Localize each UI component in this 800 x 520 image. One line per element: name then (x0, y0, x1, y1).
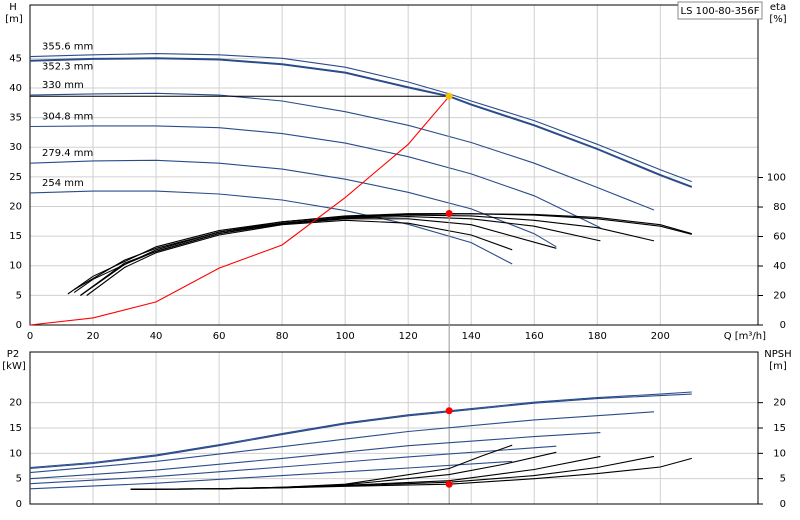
chart-title: LS 100-80-356F (681, 6, 760, 17)
y-tick-label: 15 (9, 231, 22, 242)
y-tick-label: 15 (9, 423, 22, 434)
curve (29, 53, 692, 183)
x-tick-label: 60 (213, 331, 226, 342)
y-tick-label: 25 (9, 172, 22, 183)
y2-tick-label: 15 (773, 423, 786, 434)
series-label: 304.8 mm (42, 111, 93, 122)
y-tick-label: 10 (9, 448, 22, 459)
curve (86, 219, 513, 296)
y2-tick-label: 40 (773, 261, 786, 272)
y2-tick-label: 20 (773, 398, 786, 409)
curve (29, 445, 557, 485)
y-tick-label: 0 (16, 499, 22, 510)
y-tick-label: 20 (9, 398, 22, 409)
y-tick-label: 20 (9, 201, 22, 212)
y2-axis-unit: [%] (769, 14, 786, 25)
curve (29, 190, 513, 265)
curve (29, 95, 450, 326)
y2-tick-label: 100 (767, 173, 786, 184)
curve (29, 393, 692, 470)
plot-frame (29, 4, 759, 326)
x-tick-label: 20 (87, 331, 100, 342)
series-label: 330 mm (42, 80, 84, 91)
y-tick-label: 5 (16, 290, 22, 301)
y-tick-label: 45 (9, 53, 22, 64)
series-label: 352.3 mm (42, 62, 93, 73)
x-tick-label: 80 (276, 331, 289, 342)
y-axis-label: H (9, 2, 17, 13)
curve (130, 444, 513, 490)
y-tick-label: 5 (16, 474, 22, 485)
y2-tick-label: 0 (780, 499, 786, 510)
y2-tick-label: 80 (773, 202, 786, 213)
x-axis-label: Q [m³/h] (724, 331, 766, 342)
curve (29, 125, 601, 229)
marker (445, 480, 453, 488)
y-axis-label: P2 (7, 349, 19, 360)
x-tick-label: 0 (27, 331, 33, 342)
y-axis-unit: [kW] (2, 361, 26, 372)
y2-axis-label: NPSH (764, 349, 791, 360)
y-tick-label: 30 (9, 142, 22, 153)
x-tick-label: 140 (462, 331, 481, 342)
y-tick-label: 10 (9, 261, 22, 272)
x-tick-label: 40 (150, 331, 163, 342)
series-label: 279.4 mm (42, 148, 93, 159)
curve (29, 92, 655, 211)
series-label: 254 mm (42, 178, 84, 189)
y2-axis-label: eta (770, 2, 786, 13)
x-tick-label: 200 (651, 331, 670, 342)
series-label: 355.6 mm (42, 42, 93, 53)
curve (73, 214, 655, 291)
x-tick-label: 160 (525, 331, 544, 342)
title-box (677, 1, 763, 20)
curve (29, 57, 693, 188)
y2-tick-label: 0 (780, 320, 786, 331)
y-axis-unit: [m] (5, 14, 23, 25)
y2-tick-label: 10 (773, 448, 786, 459)
curve (29, 460, 513, 490)
y2-tick-label: 60 (773, 232, 786, 243)
curve (29, 411, 655, 474)
y-tick-label: 0 (16, 320, 22, 331)
x-tick-label: 120 (399, 331, 418, 342)
marker (445, 210, 453, 218)
curve (29, 391, 692, 469)
plot-frame (29, 351, 759, 505)
curve (29, 432, 601, 480)
curve (29, 159, 557, 248)
y-tick-label: 40 (9, 83, 22, 94)
x-tick-label: 100 (336, 331, 355, 342)
y2-tick-label: 20 (773, 291, 786, 302)
x-tick-label: 180 (588, 331, 607, 342)
y2-tick-label: 5 (780, 474, 786, 485)
y-tick-label: 35 (9, 113, 22, 124)
marker (445, 407, 453, 415)
curve (80, 218, 557, 296)
y2-axis-unit: [m] (769, 361, 787, 372)
marker (445, 92, 453, 100)
